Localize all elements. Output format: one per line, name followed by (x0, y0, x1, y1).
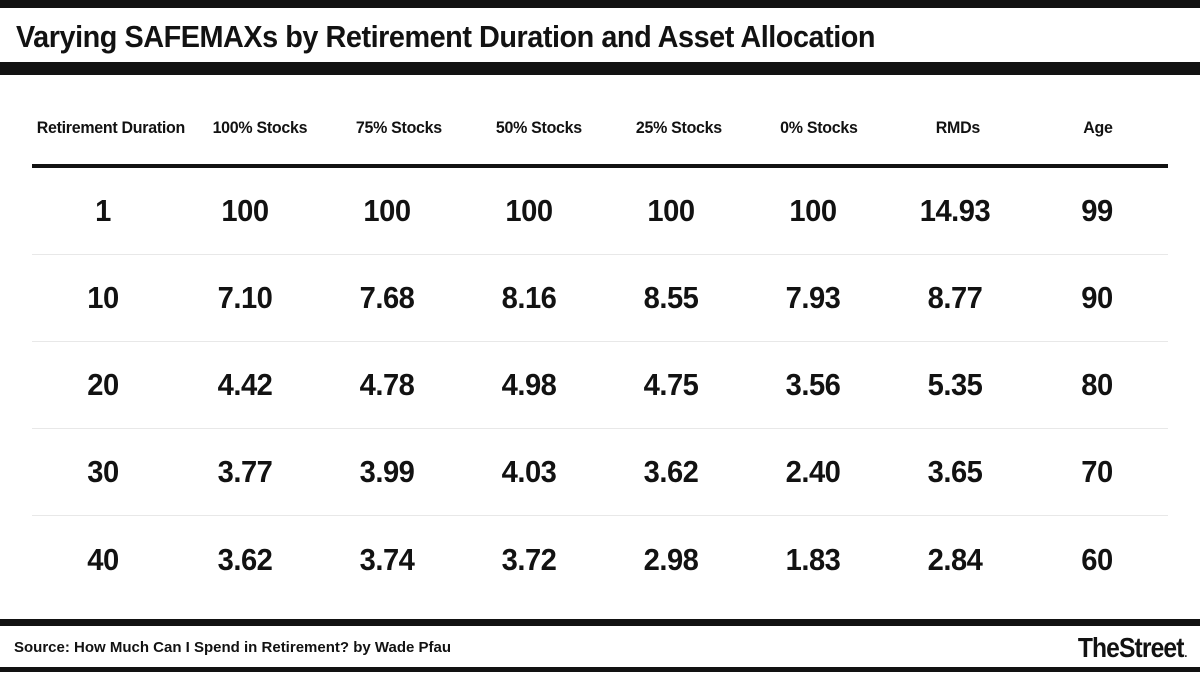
table-cell: 4.42 (217, 367, 273, 402)
table-cell: 4.03 (501, 454, 557, 489)
column-header: 100% Stocks (212, 117, 307, 137)
brand-dot: . (1183, 645, 1187, 660)
top-accent-bar (0, 0, 1200, 8)
table-cell: 100 (789, 193, 837, 228)
table-row: 10 7.10 7.68 8.16 8.55 7.93 8.77 90 (32, 255, 1168, 342)
table-cell: 100 (363, 193, 411, 228)
table-header-row: Retirement Duration 100% Stocks 75% Stocks… (32, 75, 1168, 168)
table-row: 1 100 100 100 100 100 14.93 99 (32, 168, 1168, 255)
column-header: Age (1083, 117, 1113, 137)
thestreet-logo: TheStreet . (1077, 631, 1187, 664)
table-cell: 8.77 (927, 280, 983, 315)
table-cell: 8.55 (643, 280, 699, 315)
table-cell: 3.62 (643, 454, 699, 489)
table-cell: 3.99 (359, 454, 415, 489)
table-cell: 8.16 (501, 280, 557, 315)
column-header: Retirement Duration (36, 117, 186, 137)
table-cell: 3.56 (785, 367, 841, 402)
table-row: 30 3.77 3.99 4.03 3.62 2.40 3.65 70 (32, 429, 1168, 516)
footer-rule (0, 619, 1200, 626)
table-cell: 60 (1081, 541, 1113, 577)
page-title: Varying SAFEMAXs by Retirement Duration … (16, 19, 876, 54)
table-cell: 2.98 (643, 541, 699, 577)
table-footer-gap (0, 603, 1200, 619)
column-header: 75% Stocks (356, 117, 443, 137)
table-cell: 1.83 (785, 541, 841, 577)
table-cell: 4.78 (359, 367, 415, 402)
brand-name: TheStreet (1077, 631, 1184, 663)
table-cell: 14.93 (919, 193, 991, 228)
source-text: Source: How Much Can I Spend in Retireme… (14, 639, 451, 656)
column-header: 0% Stocks (779, 117, 858, 137)
table-cell: 7.93 (785, 280, 841, 315)
table-cell: 2.40 (785, 454, 841, 489)
table-cell: 5.35 (927, 367, 983, 402)
table-cell: 20 (87, 367, 119, 402)
table-cell: 100 (221, 193, 269, 228)
table-row: 40 3.62 3.74 3.72 2.98 1.83 2.84 60 (32, 516, 1168, 603)
table-cell: 70 (1081, 454, 1113, 489)
table-cell: 3.77 (217, 454, 273, 489)
table-cell: 3.62 (217, 541, 273, 577)
footer: Source: How Much Can I Spend in Retireme… (0, 626, 1200, 667)
table-cell: 90 (1081, 280, 1113, 315)
table-cell: 3.72 (501, 541, 557, 577)
table-cell: 99 (1081, 193, 1113, 228)
table-row: 20 4.42 4.78 4.98 4.75 3.56 5.35 80 (32, 342, 1168, 429)
table-cell: 100 (647, 193, 695, 228)
table-cell: 3.74 (359, 541, 415, 577)
table-cell: 2.84 (927, 541, 983, 577)
column-header: 50% Stocks (496, 117, 583, 137)
table-cell: 40 (87, 541, 119, 577)
table-cell: 100 (505, 193, 553, 228)
table-cell: 7.10 (217, 280, 273, 315)
title-rule (0, 62, 1200, 75)
column-header: RMDs (936, 117, 981, 137)
table-cell: 4.75 (643, 367, 699, 402)
column-header: 25% Stocks (635, 117, 722, 137)
table-cell: 1 (95, 193, 111, 228)
table-cell: 80 (1081, 367, 1113, 402)
bottom-accent-bar (0, 667, 1200, 672)
table-cell: 4.98 (501, 367, 557, 402)
table-cell: 30 (87, 454, 119, 489)
header: Varying SAFEMAXs by Retirement Duration … (0, 8, 1200, 62)
table-cell: 3.65 (927, 454, 983, 489)
table-body: 1 100 100 100 100 100 14.93 99 10 7.10 7.68 8.16 8.5… (32, 168, 1168, 603)
safemax-table: Retirement Duration 100% Stocks 75% Stocks… (32, 75, 1168, 603)
table-cell: 10 (87, 280, 119, 315)
table-cell: 7.68 (359, 280, 415, 315)
